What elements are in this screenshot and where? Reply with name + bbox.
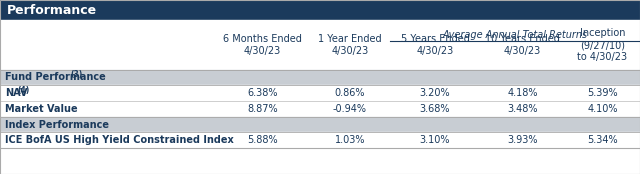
Text: Fund Performance: Fund Performance: [5, 73, 106, 82]
Text: 10 Years Ended
4/30/23: 10 Years Ended 4/30/23: [485, 34, 560, 56]
Text: Inception
(9/27/10)
to 4/30/23: Inception (9/27/10) to 4/30/23: [577, 28, 628, 62]
Text: 1 Year Ended
4/30/23: 1 Year Ended 4/30/23: [318, 34, 382, 56]
Text: Average Annual Total Returns: Average Annual Total Returns: [442, 30, 588, 40]
Text: Market Value: Market Value: [5, 104, 77, 114]
Bar: [0, 101, 640, 117]
Text: 1.03%: 1.03%: [335, 135, 365, 145]
Text: 4.18%: 4.18%: [508, 88, 538, 98]
Text: NAV: NAV: [5, 88, 28, 98]
Text: (4): (4): [17, 85, 29, 94]
Bar: [0, 132, 640, 148]
Bar: [0, 117, 640, 132]
Bar: [0, 0, 640, 20]
Text: 5.88%: 5.88%: [247, 135, 278, 145]
Text: 5 Years Ended
4/30/23: 5 Years Ended 4/30/23: [401, 34, 469, 56]
Text: 3.93%: 3.93%: [508, 135, 538, 145]
Text: 3.20%: 3.20%: [420, 88, 451, 98]
Bar: [0, 70, 640, 85]
Text: ICE BofA US High Yield Constrained Index: ICE BofA US High Yield Constrained Index: [5, 135, 234, 145]
Text: -0.94%: -0.94%: [333, 104, 367, 114]
Bar: [0, 85, 640, 101]
Text: (3): (3): [70, 70, 83, 79]
Text: Performance: Performance: [7, 3, 97, 17]
Text: 5.39%: 5.39%: [587, 88, 618, 98]
Text: 0.86%: 0.86%: [335, 88, 365, 98]
Text: 6.38%: 6.38%: [247, 88, 278, 98]
Bar: [0, 20, 640, 174]
Text: 5.34%: 5.34%: [587, 135, 618, 145]
Text: 8.87%: 8.87%: [247, 104, 278, 114]
Text: 3.48%: 3.48%: [508, 104, 538, 114]
Text: 3.68%: 3.68%: [420, 104, 451, 114]
Text: 4.10%: 4.10%: [588, 104, 618, 114]
Text: Index Performance: Index Performance: [5, 120, 109, 129]
Text: 6 Months Ended
4/30/23: 6 Months Ended 4/30/23: [223, 34, 302, 56]
Text: 3.10%: 3.10%: [420, 135, 451, 145]
